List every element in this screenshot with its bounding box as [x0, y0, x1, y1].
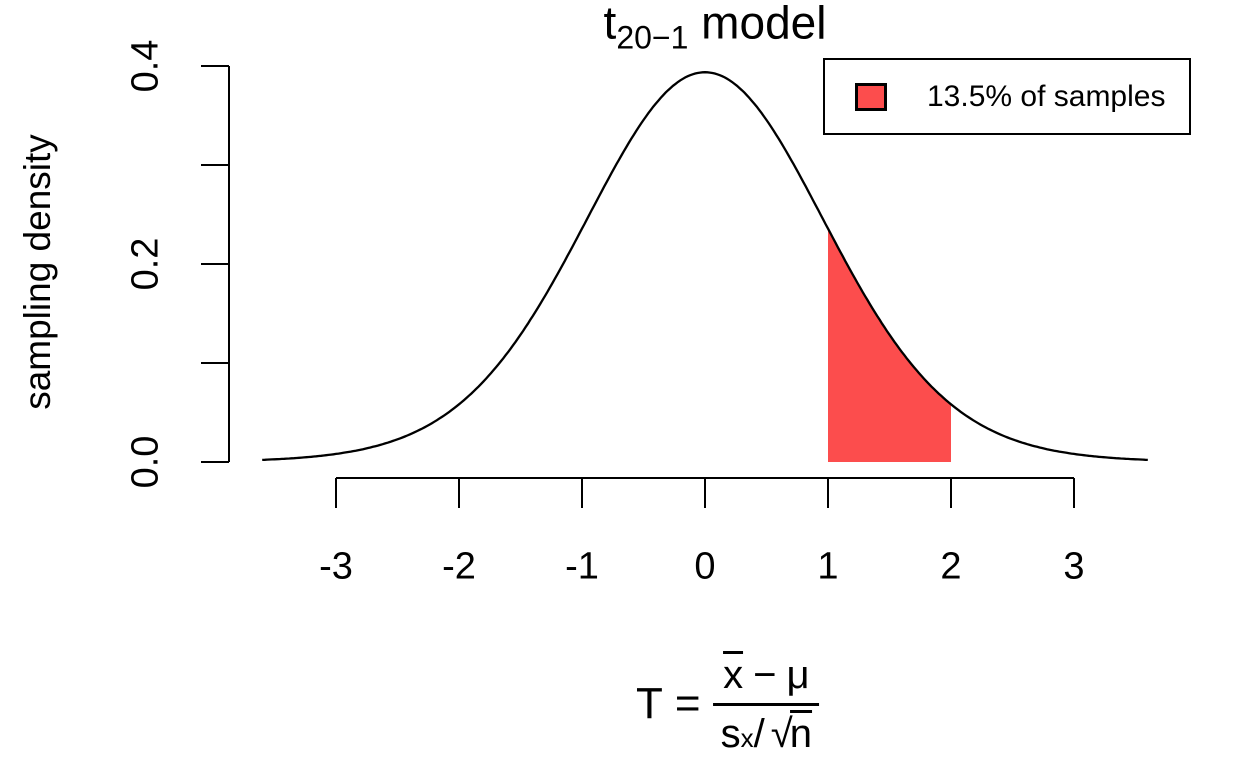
y-tick-label-0.4: 0.4: [124, 39, 167, 93]
s-subscript-x: x: [740, 723, 754, 753]
x-tick-label-3: 3: [1063, 545, 1085, 588]
formula-numerator: x − μ: [713, 651, 820, 706]
x-tick-label--2: -2: [442, 545, 476, 588]
density-curve: [262, 71, 1148, 462]
legend-swatch-red: [855, 82, 887, 111]
x-tick-label-0: 0: [694, 545, 716, 588]
legend-box: 13.5% of samples: [823, 58, 1191, 135]
sqrt-symbol: √: [770, 712, 793, 756]
formula-equals: =: [674, 679, 701, 728]
chart-title-rest: model: [688, 0, 827, 49]
formula-fraction: x − μ s x / √ n: [711, 651, 822, 757]
divide-slash: /: [753, 712, 765, 756]
chart-title-subscript: 20−1: [616, 19, 689, 56]
sqrt-arg-n: n: [789, 710, 812, 756]
x-tick-label--1: -1: [565, 545, 599, 588]
x-tick-label-1: 1: [817, 545, 839, 588]
mu-symbol: μ: [786, 653, 810, 697]
minus-sign: −: [753, 653, 777, 697]
y-axis-label: sampling density: [17, 134, 58, 410]
chart-title: t20−1 model: [604, 0, 827, 57]
chart-title-base: t: [603, 0, 617, 49]
x-tick-label--3: -3: [319, 545, 353, 588]
formula-lhs: T: [636, 679, 663, 728]
formula-denominator: s x / √ n: [711, 706, 822, 757]
x-tick-label-2: 2: [940, 545, 962, 588]
y-tick-label-0.0: 0.0: [124, 435, 167, 489]
y-tick-label-0.2: 0.2: [124, 237, 167, 291]
legend-label: 13.5% of samples: [927, 79, 1166, 113]
s-symbol: s: [720, 712, 741, 756]
x-axis-formula: T = x − μ s x / √ n: [636, 651, 822, 757]
x-bar-symbol: x: [723, 651, 744, 697]
